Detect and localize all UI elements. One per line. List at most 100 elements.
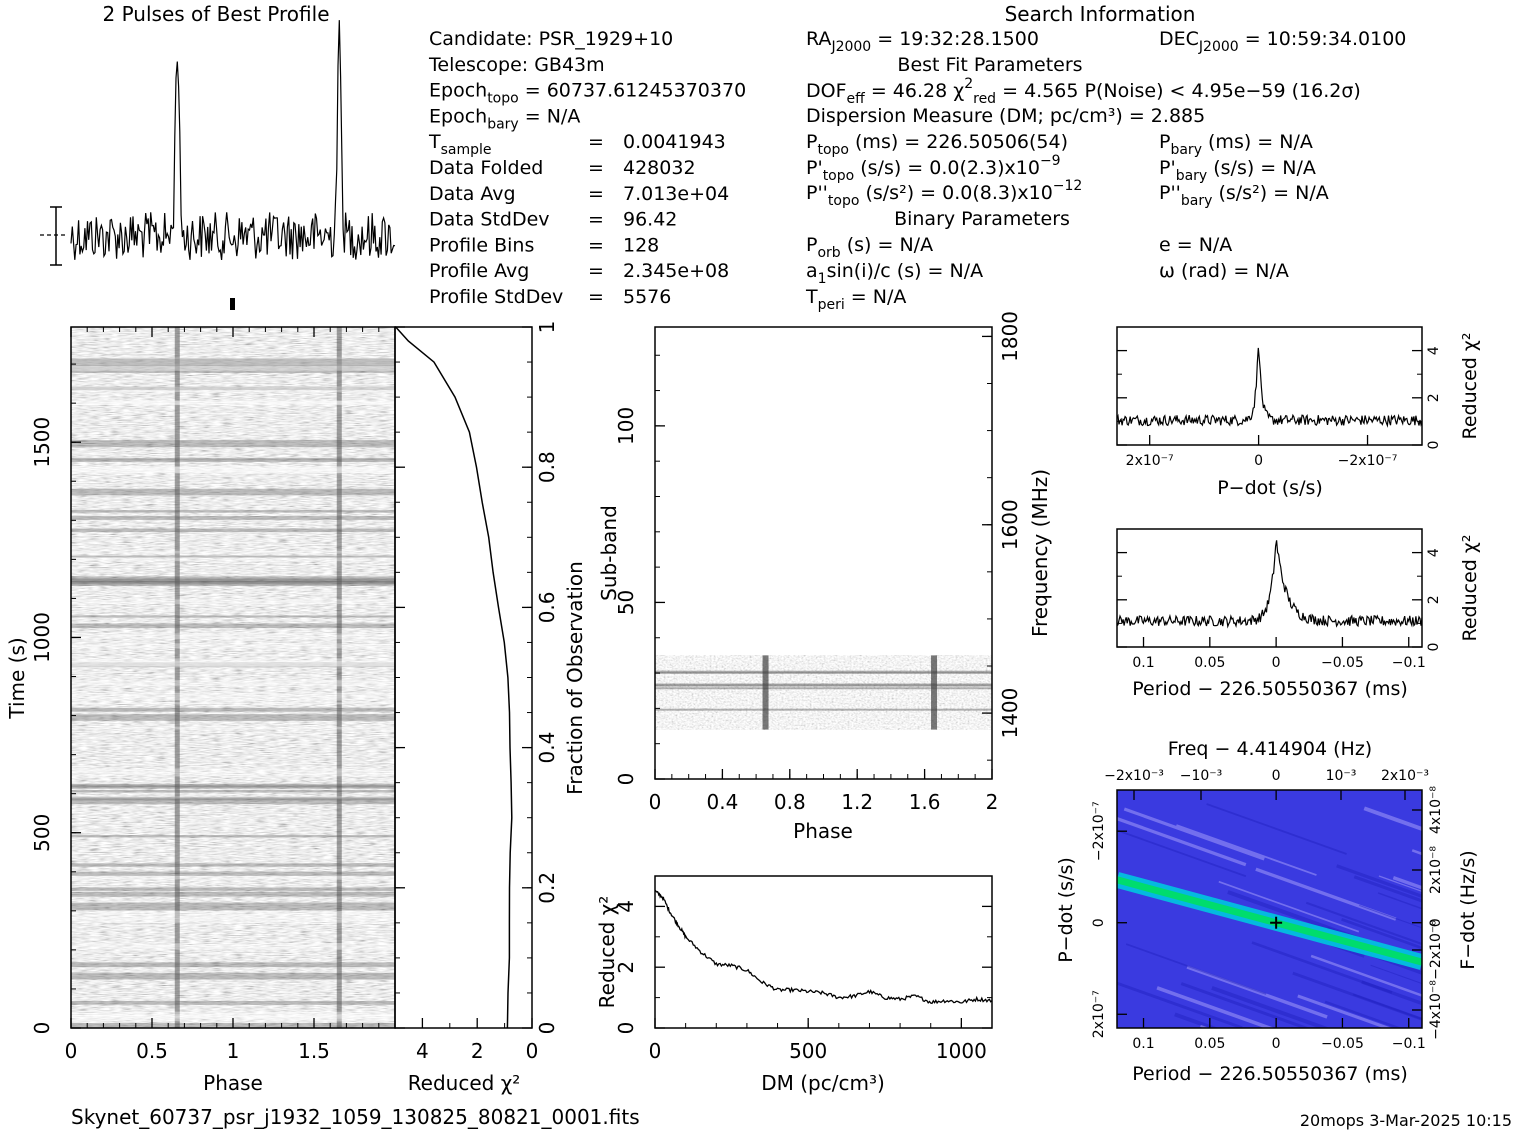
- info-pdtopo: P'topo (s/s) = 0.0(2.3)x10−9: [806, 153, 1061, 184]
- time-phase-band-4: [71, 555, 395, 562]
- period-pdot-stripe-7: [1353, 875, 1422, 903]
- pd-line-y-ticklabel-2: 4: [1426, 346, 1442, 355]
- info-psd-value: 5576: [623, 286, 671, 308]
- time-phase-band-6: [71, 874, 395, 880]
- info-pdbary: P'bary (s/s) = N/A: [1159, 157, 1316, 184]
- time-phase-band-23: [71, 796, 395, 800]
- dm-y-ticklabel-0: 0: [614, 1022, 638, 1035]
- time-phase-band-32: [71, 918, 395, 923]
- period-pdot-stripe-13: [1174, 1012, 1219, 1028]
- dm-chi2-ylabel: Reduced χ²: [595, 896, 619, 1009]
- time-phase-axes: 0 0.5 1 1.5 0 500 1000 1500: [30, 327, 380, 1063]
- time-phase-band-21: [71, 1011, 395, 1019]
- info-asini: a1sin(i)/c (s) = N/A: [806, 260, 983, 287]
- pm-x-ticklabel-1: 0.05: [1194, 1036, 1225, 1052]
- pdot-chi2-axes: 2x10⁻⁷ 0 −2x10⁻⁷ 0 2 4: [1117, 346, 1442, 469]
- profile-title: 2 Pulses of Best Profile: [103, 2, 330, 26]
- info-pb-eq: =: [588, 234, 604, 256]
- info-cand: Candidate: PSR_1929+10: [429, 28, 673, 50]
- period-pdot-stripe-25: [1251, 941, 1393, 994]
- time-phase-band-11: [71, 357, 395, 366]
- pd-line-x-ticklabel-1: 0: [1254, 453, 1263, 469]
- dm-x-ticklabel-2: 1000: [936, 1039, 987, 1063]
- sb-y-ticklabel-2: 100: [614, 407, 638, 445]
- sb-x-ticklabel-0: 0: [649, 790, 662, 814]
- pdot-chi2-panel: 2x10⁻⁷ 0 −2x10⁻⁷ 0 2 4 P−dot (s/s) Reduced χ²: [1116, 326, 1481, 499]
- period-pdot-title: Freq − 4.414904 (Hz): [1168, 738, 1372, 760]
- period-pdot-stripe-34: [1117, 981, 1243, 1028]
- time-phase-band-13: [71, 796, 395, 805]
- sb-x-ticklabel-4: 1.6: [909, 790, 941, 814]
- pc-line-x-ticklabel-2: 0: [1272, 655, 1281, 671]
- phase-marker: [230, 298, 235, 310]
- chi2-fraction-panel: 4 2 0 0 0.2 0.4 0.6 0.8 1 Reduced χ² Fraction of…: [394, 321, 587, 1095]
- time-phase-pulse-tracks: [71, 327, 395, 1028]
- pdot-chi2-xlabel: P−dot (s/s): [1217, 477, 1323, 499]
- info-dsd: Data StdDev: [429, 209, 550, 231]
- period-pdot-stripe-30: [1336, 864, 1422, 898]
- info-df: Data Folded: [429, 157, 543, 179]
- time-phase-band-24: [71, 576, 395, 583]
- cf-y-ticklabel-0: 0: [535, 1022, 559, 1035]
- period-pdot-stripe-31: [1305, 901, 1422, 946]
- period-pdot-ylabel: P−dot (s/s): [1055, 857, 1077, 963]
- time-phase-band-15: [71, 661, 395, 668]
- cf-y-ticklabel-4: 0.8: [535, 451, 559, 483]
- cf-x-ticklabel-2: 0: [526, 1039, 539, 1063]
- period-pdot-stripe-18: [1206, 803, 1347, 855]
- period-pdot-best-marker: [1270, 916, 1283, 929]
- info-tel: Telescope: GB43m: [428, 54, 605, 76]
- time-phase-band-57: [71, 891, 395, 897]
- pp-y-ticklabel-0: 0: [30, 1022, 54, 1035]
- footer-timestamp: 20mops 3-Mar-2025 10:15: [1300, 1111, 1512, 1130]
- dm-chi2-xlabel: DM (pc/cm³): [761, 1071, 885, 1095]
- pp-x-ticklabel-1: 0.5: [136, 1039, 168, 1063]
- pm-y-ticklabel-0: −2x10⁻⁷: [1091, 801, 1107, 861]
- cf-y-ticklabel-2: 0.4: [535, 732, 559, 764]
- info-dm: Dispersion Measure (DM; pc/cm³) = 2.885: [806, 105, 1205, 127]
- info-panel: Candidate: PSR_1929+10 Telescope: GB43m Ep…: [428, 28, 1406, 313]
- time-phase-band-52: [71, 643, 395, 649]
- profile-line: [70, 20, 396, 260]
- period-pdot-stripe-5: [1324, 1000, 1403, 1028]
- period-pdot-ridge-core: [1117, 876, 1422, 966]
- info-pddtopo: P''topo (s/s²) = 0.0(8.3)x10−12: [806, 178, 1082, 209]
- time-phase-pulse-track-1: [336, 327, 342, 1028]
- pp-x-ticklabel-0: 0: [65, 1039, 78, 1063]
- info-pddbary: P''bary (s/s²) = N/A: [1159, 182, 1329, 209]
- pdot-chi2-line: [1116, 347, 1423, 428]
- time-phase-band-40: [71, 615, 395, 618]
- time-phase-band-44: [71, 516, 395, 520]
- subband-xlabel: Phase: [793, 819, 853, 843]
- time-phase-band-2: [71, 386, 395, 391]
- sb-y2-ticklabel-2: 1800: [998, 311, 1022, 362]
- period-pdot-stripe-11: [1361, 980, 1422, 1006]
- sb-x-ticklabel-5: 2: [986, 790, 999, 814]
- time-phase-band-55: [71, 581, 395, 586]
- period-pdot-background: [1117, 790, 1422, 1028]
- time-phase-band-17: [71, 528, 395, 533]
- period-pdot-stripe-28: [1370, 964, 1422, 985]
- info-dec: DECJ2000 = 10:59:34.0100: [1159, 28, 1406, 55]
- dm-chi2-line: [654, 889, 993, 1005]
- cf-y-ticklabel-3: 0.6: [535, 591, 559, 623]
- time-phase-panel: 0 0.5 1 1.5 0 500 1000 1500 Phase Time (s): [5, 326, 396, 1095]
- time-phase-band-9: [71, 550, 395, 554]
- info-porb: Porb (s) = N/A: [806, 234, 933, 261]
- pm-right-ticklabel-0: 4x10⁻⁸: [1428, 786, 1444, 834]
- pdot-chi2-ylabel: Reduced χ²: [1459, 333, 1481, 440]
- pp-x-ticklabel-3: 1.5: [298, 1039, 330, 1063]
- chi2-fraction-frame: [394, 326, 533, 1029]
- period-pdot-stripe-8: [1117, 816, 1247, 867]
- time-phase-band-19: [71, 555, 395, 558]
- cf-y-ticklabel-5: 1: [535, 321, 559, 334]
- pm-x-ticklabel-3: −0.05: [1321, 1036, 1364, 1052]
- time-phase-band-35: [71, 790, 395, 793]
- period-pdot-stripe-27: [1392, 876, 1422, 890]
- time-phase-band-16: [71, 680, 395, 687]
- time-phase-band-59: [71, 599, 395, 604]
- info-df-value: 428032: [623, 157, 696, 179]
- time-phase-band-31: [71, 835, 395, 838]
- info-dsd-eq: =: [588, 209, 604, 231]
- time-phase-greyscale: [71, 327, 395, 1028]
